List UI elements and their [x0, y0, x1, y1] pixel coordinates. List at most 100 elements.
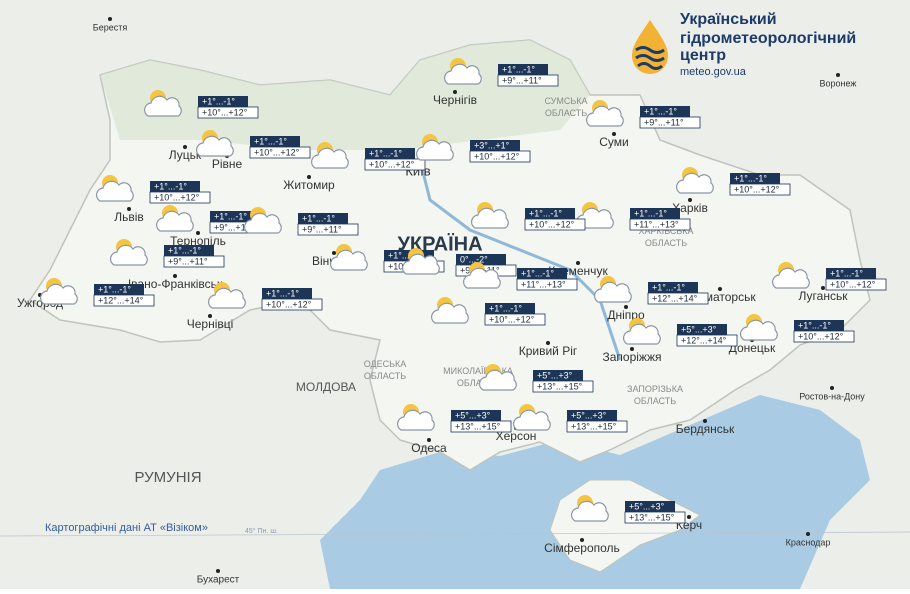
- forecast-day: +10°...+12°: [266, 299, 312, 309]
- forecast-night: +1°...-1°: [369, 148, 402, 158]
- forecast-night: +1°...-1°: [254, 136, 287, 146]
- city-label: Сімферополь: [544, 541, 620, 555]
- city-label: Кривий Ріг: [519, 344, 578, 358]
- forecast-day-box: [516, 278, 578, 291]
- forecast-night-box: [210, 211, 260, 222]
- forecast-night: +1°...-1°: [489, 303, 522, 313]
- forecast-day: +11°...+13°: [521, 279, 566, 289]
- cloud-icon: [570, 500, 609, 522]
- forecast-night: +5°...+3°: [537, 370, 573, 380]
- forecast-day-box: [364, 158, 426, 171]
- forecast-day: +10°...+12°: [529, 219, 575, 229]
- forecast: +1°...-1°+12°...+14°: [39, 278, 155, 307]
- forecast-night: +1°...-1°: [302, 213, 335, 223]
- forecast-day: +12°...+14°: [681, 335, 727, 345]
- logo-title: Український: [680, 11, 777, 28]
- forecast-night-box: [470, 140, 520, 151]
- cloud-icon: [622, 323, 661, 345]
- forecast-day-box: [249, 146, 311, 159]
- city-dot: [630, 347, 634, 351]
- city-dot: [183, 145, 187, 149]
- forecast-day-box: [639, 116, 701, 129]
- cloud-icon: [771, 267, 810, 289]
- forecast-day: +10°...+12°: [830, 279, 876, 289]
- forecast-night: +1°...-1°: [168, 245, 201, 255]
- forecast: +1°...-1°+10°...+12°: [739, 314, 855, 343]
- forecast-day: +9°...+11°: [644, 117, 684, 127]
- forecast-day: +13°...+15°: [629, 512, 675, 522]
- city-dot: [612, 132, 616, 136]
- region-label: ХАРКІВСЬКА ОБЛАСТЬ: [638, 226, 693, 248]
- forecast: +1°...-1°+10°...+12°: [195, 130, 311, 159]
- city-label: Ростов-на-Дону: [799, 391, 865, 401]
- city-dot: [307, 175, 311, 179]
- forecast-night-box: [298, 213, 348, 224]
- cloud-icon: [396, 409, 435, 431]
- forecast: +5°...+3°+13°...+15°: [512, 404, 628, 433]
- cloud-icon: [675, 172, 714, 194]
- city-dot: [453, 90, 457, 94]
- cloud-icon: [512, 409, 551, 431]
- forecast-day: +10°...+12°: [734, 184, 780, 194]
- forecast-night-box: [730, 173, 780, 184]
- cloud-icon: [143, 95, 182, 117]
- city-dot: [127, 207, 131, 211]
- forecast-day: +10°...+12°: [369, 159, 415, 169]
- forecast-night-box: [794, 320, 844, 331]
- forecast: +5°...+3°+12°...+14°: [622, 318, 738, 347]
- forecast-night: +1°...-1°: [529, 208, 562, 218]
- city-dot: [703, 419, 707, 423]
- latitude-note: 45° Пн. ш.: [245, 527, 278, 535]
- forecast-night: 0°...-2°: [460, 254, 488, 264]
- forecast-day-box: [497, 74, 559, 87]
- country-label: РУМУНІЯ: [134, 469, 201, 486]
- cloud-icon: [593, 281, 632, 303]
- forecast: +1°...-1°+10°...+12°: [95, 175, 211, 204]
- forecast-day-box: [825, 278, 887, 291]
- forecast: +1°...-1°+10°...+12°: [470, 202, 586, 231]
- forecast-day-box: [261, 298, 323, 311]
- forecast-night-box: [262, 288, 312, 299]
- city-dot: [821, 286, 825, 290]
- forecast-day: +13°...+15°: [455, 421, 501, 431]
- forecast-day-box: [624, 511, 686, 524]
- city-label: Суми: [599, 135, 628, 149]
- region-label: ЗАПОРІЗЬКА ОБЛАСТЬ: [627, 384, 683, 406]
- city-label: Берестя: [93, 22, 128, 32]
- forecast: +1°...-1°+10°...+12°: [207, 282, 323, 311]
- city-dot: [688, 198, 692, 202]
- forecast: +1°...-1°+9°...+11°: [109, 239, 225, 268]
- forecast: +1°...-1°+9°...+11°: [243, 207, 359, 236]
- cloud-icon: [585, 105, 624, 127]
- city-dot: [576, 261, 580, 265]
- logo-waves: [635, 46, 665, 70]
- forecast-night: +1°...-1°: [830, 268, 863, 278]
- forecast-night: +5°...+3°: [629, 501, 665, 511]
- city-dot: [830, 386, 834, 390]
- cloud-icon: [462, 267, 501, 289]
- cloud-icon: [470, 207, 509, 229]
- forecast-day: +9°...+11°: [214, 222, 254, 232]
- city-label: Херсон: [496, 429, 537, 443]
- forecast-night: +1°...-1°: [98, 284, 131, 294]
- forecast: +3°...+1°+10°...+12°: [415, 134, 531, 163]
- forecast-day: +13°...+15°: [537, 381, 583, 391]
- cloud-icon: [443, 63, 482, 85]
- forecast-night-box: [533, 370, 583, 381]
- city-dot: [624, 305, 628, 309]
- forecast: +1°...-1°+10°...+12°: [675, 167, 791, 196]
- forecast-day-box: [647, 292, 709, 305]
- forecast-day-box: [532, 380, 594, 393]
- forecast-night: +1°...-1°: [154, 181, 187, 191]
- forecast-night-box: [517, 268, 567, 279]
- city-dot: [216, 569, 220, 573]
- forecast-day-box: [629, 218, 691, 231]
- cloud-icon: [195, 135, 234, 157]
- city-label: Луцьк: [169, 148, 202, 162]
- latitude-line: [0, 531, 910, 537]
- forecast-night: +5°...+3°: [681, 324, 717, 334]
- forecast-day-box: [566, 420, 628, 433]
- forecast-day-box: [450, 420, 512, 433]
- forecast-day: +13°...+15°: [571, 421, 617, 431]
